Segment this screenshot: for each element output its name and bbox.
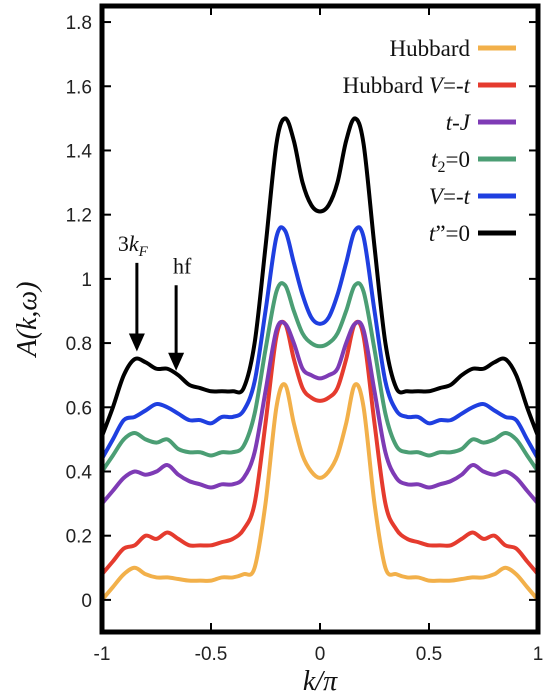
legend-label: t”=0 (429, 221, 470, 246)
legend-item-hubbard-v-t: Hubbard V=-t (343, 73, 516, 98)
legend-label: Hubbard (390, 36, 471, 61)
x-tick-label: 0.5 (416, 644, 442, 665)
x-tick-label: 1 (533, 644, 544, 665)
legend-label: t-J (446, 110, 472, 135)
plot-frame (99, 3, 541, 635)
legend-label: t2=0 (431, 147, 470, 176)
annotation-arrow-head (128, 333, 145, 352)
series-line-hubbard (102, 382, 538, 602)
y-tick-label: 0.4 (66, 462, 93, 483)
y-tick-label: 1.2 (66, 206, 92, 227)
series-line-v-t (102, 225, 538, 461)
legend-label: V=-t (429, 184, 471, 209)
y-tick-label: 0.2 (66, 527, 92, 548)
series-line-t2-0 (102, 281, 538, 474)
y-tick-label: 0 (81, 591, 92, 612)
legend-item-hubbard: Hubbard (390, 36, 516, 61)
legend-item-t-0: t”=0 (429, 221, 516, 246)
legend-item-t2-0: t2=0 (431, 147, 516, 176)
legend-label: Hubbard V=-t (343, 73, 471, 98)
ticks-layer: -1 -0.5 0 0.5 1 0 0.2 0.4 0.6 0.8 1 1.2 1.4 1.6 1.8 (66, 6, 544, 665)
x-tick-label: -0.5 (195, 644, 228, 665)
annotation-label: hf (173, 253, 192, 278)
annotation-arrow-head (168, 352, 185, 371)
y-axis-title: A(k,ω) (12, 282, 43, 359)
annotation-hf: hf (168, 253, 192, 371)
series-layer (102, 116, 538, 602)
annotations: 3kF hf (118, 231, 192, 371)
y-tick-label: 1.6 (66, 77, 92, 98)
y-tick-label: 0.8 (66, 334, 92, 355)
x-tick-label: 0 (315, 644, 326, 665)
y-tick-label: 1 (81, 270, 92, 291)
x-axis-title: k/π (303, 666, 338, 697)
annotation-label: 3kF (118, 231, 149, 260)
y-tick-label: 0.6 (66, 398, 92, 419)
x-tick-label: -1 (94, 644, 111, 665)
series-line-t-0 (102, 116, 538, 439)
annotation-3kf: 3kF (118, 231, 149, 352)
legend: Hubbard Hubbard V=-t t-J t2=0 V=-t t”=0 (343, 36, 516, 246)
y-tick-label: 1.4 (66, 141, 93, 162)
legend-item-t-j: t-J (446, 110, 516, 135)
legend-item-v-t: V=-t (429, 184, 516, 209)
series-line-t-j (102, 319, 538, 506)
series-line-hubbard-v-t (102, 319, 538, 577)
y-tick-label: 1.8 (66, 13, 92, 34)
